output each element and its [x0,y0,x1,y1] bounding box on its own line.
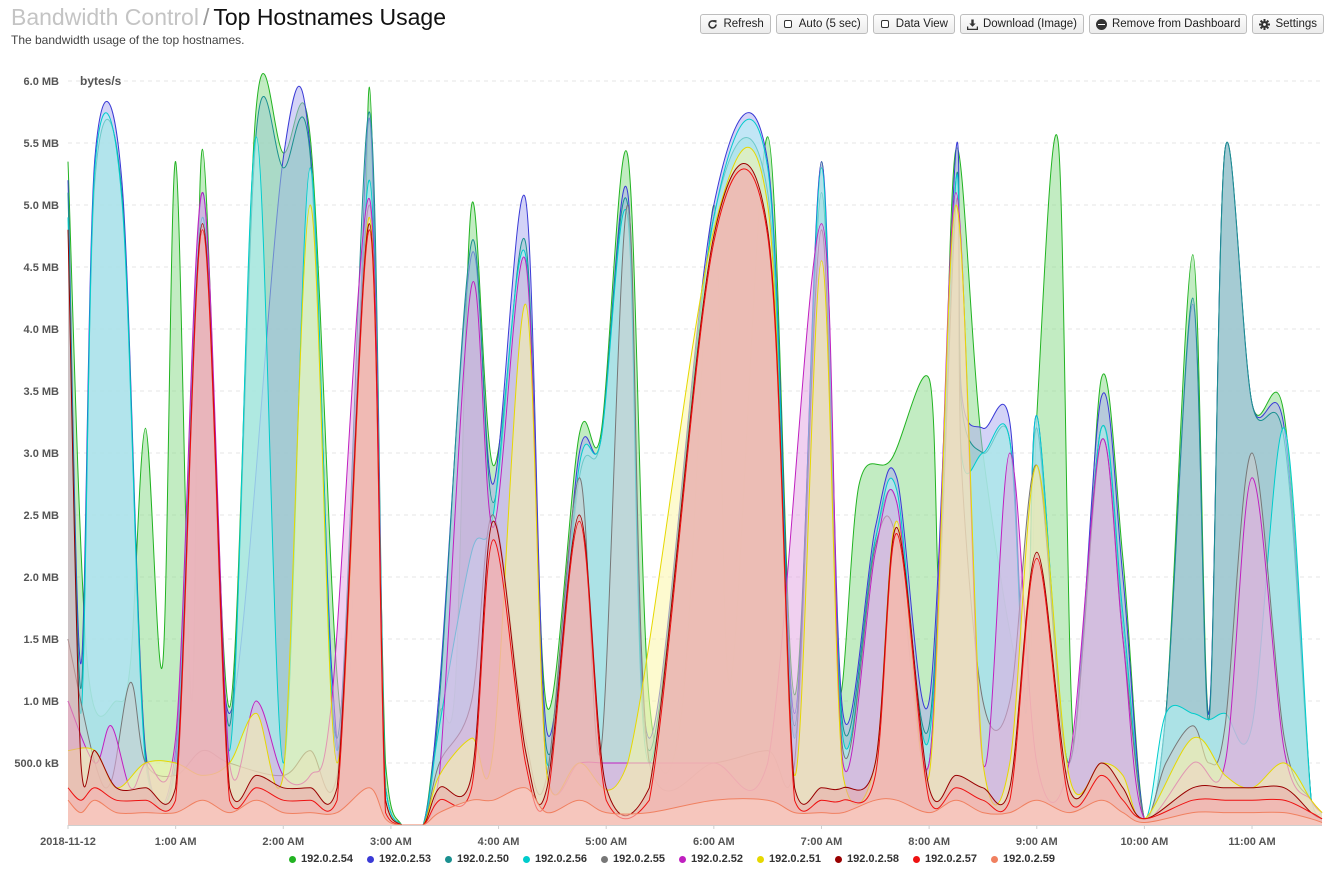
legend-marker [601,855,608,863]
series-area [68,787,1322,825]
legend-label: 192.0.2.52 [691,853,743,865]
refresh-button[interactable]: Refresh [700,14,771,34]
breadcrumb-section[interactable]: Bandwidth Control [11,4,199,30]
y-axis-label: bytes/s [80,74,122,88]
y-tick-label: 3.5 MB [24,386,60,398]
gear-icon [1259,18,1271,30]
x-tick-label: 9:00 AM [1016,836,1058,848]
legend-label: 192.0.2.57 [925,853,977,865]
breadcrumb-current: Top Hostnames Usage [213,4,447,30]
legend-label: 192.0.2.58 [847,853,899,865]
series-line [67,787,1323,826]
legend-item[interactable]: 192.0.2.51 [757,853,821,865]
legend-label: 192.0.2.50 [457,853,509,865]
data-view-label: Data View [895,18,948,30]
legend-label: 192.0.2.56 [535,853,587,865]
refresh-label: Refresh [723,18,764,30]
x-tick-label: 7:00 AM [801,836,843,848]
legend-marker [679,855,686,863]
series-line [67,147,1323,826]
legend-item[interactable]: 192.0.2.59 [991,853,1055,865]
legend-item[interactable]: 192.0.2.54 [289,853,353,865]
toolbar: Refresh Auto (5 sec) Data View Download … [700,14,1324,34]
x-tick-label: 11:00 AM [1228,836,1275,848]
legend-marker [367,855,374,863]
legend-item[interactable]: 192.0.2.52 [679,853,743,865]
x-tick-label: 10:00 AM [1120,836,1168,848]
y-tick-label: 2.5 MB [24,510,60,522]
x-tick-label: 8:00 AM [908,836,950,848]
download-label: Download (Image) [982,18,1077,30]
auto-refresh-label: Auto (5 sec) [798,18,861,30]
y-tick-label: 2.0 MB [24,572,60,584]
breadcrumb-separator: / [202,4,210,30]
legend-marker [991,855,998,863]
y-tick-label: 6.0 MB [24,76,60,88]
x-tick-label: 5:00 AM [585,836,627,848]
y-tick-label: 4.0 MB [24,324,60,336]
y-tick-label: 5.0 MB [24,200,60,212]
legend-marker [757,855,764,863]
series-line [67,168,1323,826]
download-icon [966,19,978,30]
page-subtitle: The bandwidth usage of the top hostnames… [11,33,245,47]
settings-label: Settings [1275,18,1317,30]
y-tick-label: 1.0 MB [24,696,60,708]
legend-item[interactable]: 192.0.2.58 [835,853,899,865]
legend-item[interactable]: 192.0.2.53 [367,853,431,865]
legend-item[interactable]: 192.0.2.57 [913,853,977,865]
y-tick-label: 4.5 MB [24,262,60,274]
x-tick-label: 6:00 AM [693,836,735,848]
auto-refresh-toggle[interactable]: Auto (5 sec) [775,14,868,34]
checkbox-icon [880,19,891,30]
legend-marker [913,855,920,863]
legend-label: 192.0.2.55 [613,853,665,865]
legend-label: 192.0.2.53 [379,853,431,865]
legend-label: 192.0.2.51 [769,853,821,865]
page-header: Bandwidth Control / Top Hostnames Usage Th… [11,3,446,47]
y-tick-label: 1.5 MB [24,634,60,646]
series-192-0-2-59 [67,787,1323,826]
series-192-0-2-57 [67,168,1323,826]
x-tick-label: 3:00 AM [370,836,412,848]
checkbox-icon [783,19,794,30]
settings-button[interactable]: Settings [1252,14,1324,34]
legend-item[interactable]: 192.0.2.56 [523,853,587,865]
refresh-icon [707,19,718,30]
legend-item[interactable]: 192.0.2.50 [445,853,509,865]
chart-legend: 192.0.2.54 192.0.2.53 192.0.2.50 192.0.2.56… [0,853,1344,865]
legend-marker [835,855,842,863]
legend-label: 192.0.2.59 [1003,853,1055,865]
y-tick-label: 500.0 kB [14,758,59,770]
minus-circle-icon [1095,18,1107,30]
legend-label: 192.0.2.54 [301,853,353,865]
bandwidth-chart[interactable]: 500.0 kB 1.0 MB 1.5 MB 2.0 MB 2.5 MB 3.0 MB 3.… [0,60,1344,850]
y-tick-label: 3.0 MB [24,448,60,460]
x-tick-label: 2018-11-12 [40,836,96,848]
data-view-toggle[interactable]: Data View [872,14,955,34]
legend-marker [445,855,452,863]
x-tick-label: 4:00 AM [478,836,520,848]
legend-marker [289,855,296,863]
y-tick-label: 5.5 MB [24,138,60,150]
x-tick-label: 1:00 AM [155,836,197,848]
remove-from-dashboard-button[interactable]: Remove from Dashboard [1088,14,1248,34]
x-tick-label: 2:00 AM [262,836,304,848]
page-title: Bandwidth Control / Top Hostnames Usage [11,3,446,31]
download-image-button[interactable]: Download (Image) [959,14,1084,34]
remove-label: Remove from Dashboard [1111,18,1241,30]
legend-item[interactable]: 192.0.2.55 [601,853,665,865]
legend-marker [523,855,530,863]
